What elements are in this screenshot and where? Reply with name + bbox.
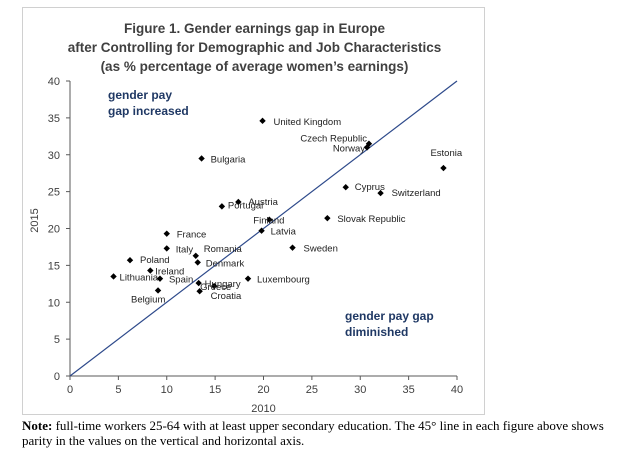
data-point-marker <box>377 189 384 197</box>
data-point-label: Estonia <box>430 148 462 159</box>
data-point-marker <box>126 257 134 264</box>
x-tick-label: 35 <box>403 384 415 396</box>
data-point-label: Poland <box>140 255 170 266</box>
reference-line-group <box>69 80 458 377</box>
x-tick-label: 10 <box>161 384 173 396</box>
data-point-label: Sweden <box>304 244 338 255</box>
x-tick-label: 40 <box>451 384 463 396</box>
data-point-marker <box>195 279 202 287</box>
data-point-marker <box>324 214 331 222</box>
data-point-marker <box>110 273 117 280</box>
data-point-label: France <box>177 230 207 241</box>
x-tick-label: 15 <box>209 384 221 396</box>
data-point-marker <box>259 117 266 125</box>
data-point-marker <box>192 252 199 259</box>
scatter-chart: 0 5 10 15 20 25 30 35 40 0 5 10 15 20 25 30 35 40 2010 2015… <box>29 76 463 415</box>
data-point-label: Belgium <box>131 294 165 305</box>
y-tick-label: 30 <box>48 150 60 162</box>
data-point-label: Greece <box>200 282 231 293</box>
data-point-label: Luxembourg <box>257 275 310 286</box>
data-point-marker <box>235 198 242 206</box>
x-tick-label: 5 <box>115 384 121 396</box>
x-tick-label: 20 <box>257 384 269 396</box>
chart-title-line-2: after Controlling for Demographic and Jo… <box>67 40 442 55</box>
data-point-marker <box>163 245 170 252</box>
data-point-label: Bulgaria <box>211 154 247 165</box>
chart-figure: Figure 1. Gender earnings gap in Europe … <box>22 7 485 415</box>
data-point-marker <box>289 244 296 251</box>
data-point-label: Croatia <box>211 291 242 302</box>
reference-line-45-degree <box>69 80 458 377</box>
annotation-text: gap increased <box>108 104 189 118</box>
annotation-text: gender pay <box>108 88 172 102</box>
data-point-label: United Kingdom <box>274 117 342 128</box>
chart-title-line-3: (as % percentage of average women’s earn… <box>100 59 409 74</box>
data-point-label: Romania <box>204 244 243 255</box>
data-point-label: Ireland <box>155 267 184 278</box>
data-point-marker <box>210 282 218 290</box>
y-tick-label: 20 <box>48 224 60 236</box>
chart-title-line-1: Figure 1. Gender earnings gap in Europe <box>123 21 386 36</box>
data-point-label: Italy <box>176 244 194 255</box>
data-point-marker <box>198 155 205 162</box>
y-tick-label: 40 <box>48 76 60 88</box>
annotation-text: gender pay gap <box>345 309 434 323</box>
data-point-label: Cyprus <box>355 182 385 193</box>
data-point-label: Norway <box>333 143 365 154</box>
note-label: Note: <box>22 418 53 433</box>
y-tick-label: 25 <box>48 187 60 199</box>
data-point-marker <box>154 287 162 294</box>
y-tick-label: 5 <box>54 334 60 346</box>
data-point-label: Hungary <box>205 279 241 290</box>
data-point-label: Austria <box>248 197 278 208</box>
data-point-label: Finland <box>253 216 284 227</box>
figure-note: Note: full-time workers 25-64 with at le… <box>22 418 632 448</box>
note-text: full-time workers 25-64 with at least up… <box>22 418 604 448</box>
annotation-text: diminished <box>345 325 408 339</box>
data-point-label: Slovak Republic <box>337 214 405 225</box>
data-point-marker <box>244 275 252 282</box>
data-point-marker <box>440 164 447 172</box>
data-point-marker <box>156 275 164 282</box>
data-point-label: Denmark <box>206 258 245 269</box>
data-point-marker <box>194 259 201 266</box>
y-tick-label: 35 <box>48 113 60 125</box>
x-tick-label: 30 <box>354 384 366 396</box>
data-point-label: Portugal <box>228 200 263 211</box>
data-point-marker <box>218 203 226 210</box>
y-tick-label: 0 <box>54 371 60 383</box>
data-point-label: Lithuania <box>120 272 159 283</box>
x-tick-label: 25 <box>306 384 318 396</box>
data-point-label: Czech Republic <box>300 134 367 145</box>
data-point-marker <box>258 227 265 234</box>
data-point-marker <box>342 184 349 191</box>
x-tick-label: 0 <box>67 384 73 396</box>
x-axis-label: 2010 <box>251 403 275 415</box>
data-point-marker <box>363 144 371 151</box>
chart-annotations: gender pay gap increased gender pay gap dim… <box>108 88 434 339</box>
chart-axes: 0 5 10 15 20 25 30 35 40 0 5 10 15 20 25 30 35 40 2010 2015 <box>29 76 463 415</box>
data-point-marker <box>163 230 170 237</box>
data-point-marker <box>196 287 203 295</box>
data-point-label: Latvia <box>271 227 297 238</box>
y-axis-label: 2015 <box>29 208 41 232</box>
data-point-label: Spain <box>169 275 193 286</box>
y-tick-label: 15 <box>48 260 60 272</box>
y-tick-label: 10 <box>48 297 60 309</box>
data-point-label: Switzerland <box>392 188 441 199</box>
data-point-marker <box>266 216 273 223</box>
data-point-marker <box>147 267 154 274</box>
